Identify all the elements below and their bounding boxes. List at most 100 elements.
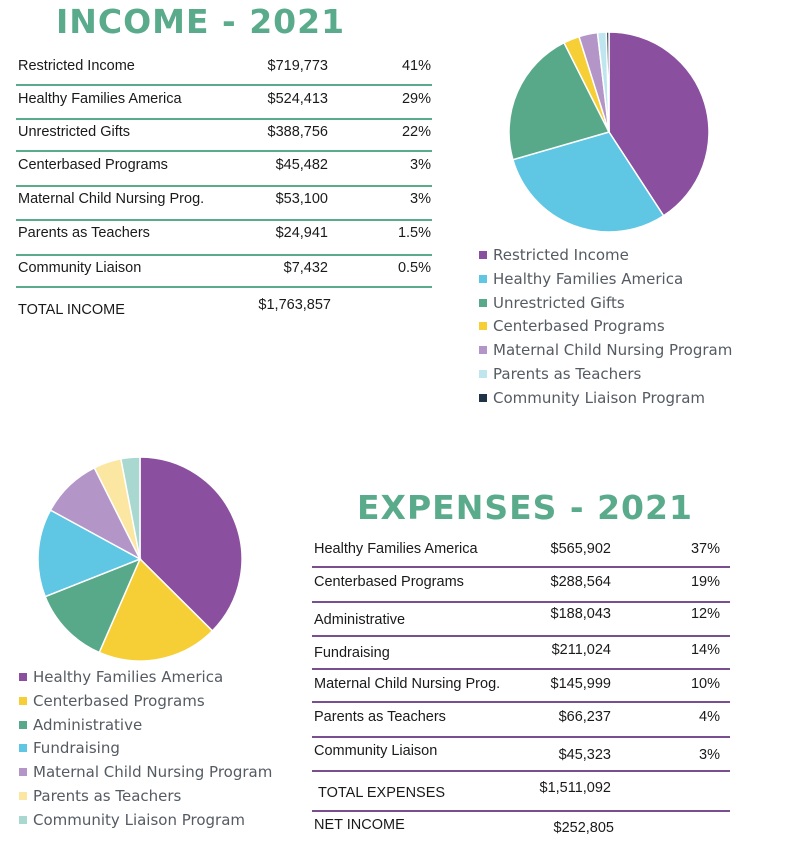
expense-row-amount: $145,999 [550, 676, 611, 692]
expense-legend-label: Maternal Child Nursing Program [33, 763, 273, 782]
expense-row: Healthy Families America $565,902 37% [312, 541, 732, 573]
expense-row-divider [312, 770, 730, 772]
income-row-amount: $7,432 [283, 260, 328, 276]
expenses-pie-chart [37, 456, 243, 662]
expense-row: Maternal Child Nursing Prog. $145,999 10% [312, 676, 732, 708]
expense-legend-item: Healthy Families America [19, 668, 223, 688]
income-row-percent: 22% [401, 124, 431, 140]
income-row: Centerbased Programs $45,482 3% [16, 157, 434, 189]
income-row-divider [16, 254, 432, 256]
income-row-amount: $719,773 [267, 58, 328, 74]
expense-row-divider [312, 635, 730, 637]
income-row-amount: $388,756 [267, 124, 328, 140]
expense-legend-label: Administrative [33, 715, 143, 734]
income-legend-label: Centerbased Programs [493, 317, 665, 336]
income-row-divider [16, 286, 432, 288]
expense-legend-item: Centerbased Programs [19, 692, 205, 712]
expense-row-divider [312, 601, 730, 603]
income-row-percent: 29% [401, 91, 431, 107]
income-pie-slice-community-liaison-program [605, 31, 610, 133]
income-row-label: Centerbased Programs [18, 157, 168, 173]
expense-row-percent: 37% [690, 541, 720, 557]
income-legend-swatch [479, 370, 487, 378]
expense-row-amount: $66,237 [558, 709, 611, 725]
expense-row-amount: $188,043 [550, 606, 611, 622]
income-row-divider [16, 219, 432, 221]
expense-legend-swatch [19, 744, 27, 753]
income-total-label: TOTAL INCOME [18, 302, 125, 318]
expense-row-percent: 14% [690, 642, 720, 658]
expense-row-amount: $45,323 [558, 747, 611, 763]
income-legend-item: Centerbased Programs [479, 317, 665, 337]
expense-legend-item: Community Liaison Program [19, 811, 245, 831]
income-pie-chart [508, 31, 710, 233]
expense-legend-item: Maternal Child Nursing Program [19, 763, 272, 783]
net-income-amount: $252,805 [553, 820, 614, 836]
expense-row-label: Healthy Families America [314, 541, 478, 557]
expense-row-percent: 10% [690, 676, 720, 692]
net-income-row: NET INCOME $252,805 [312, 817, 732, 849]
expense-pie-slice-centerbased-programs [98, 557, 214, 662]
income-row-percent: 0.5% [397, 260, 431, 276]
expense-row-label: Maternal Child Nursing Prog. [314, 676, 501, 692]
income-row-divider [16, 84, 432, 86]
income-row-label: Healthy Families America [18, 91, 182, 107]
expense-row: Centerbased Programs $288,564 19% [312, 574, 732, 606]
income-row-percent: 3% [410, 191, 431, 207]
income-row-label: Maternal Child Nursing Prog. [18, 191, 205, 207]
expense-legend-swatch [19, 768, 27, 777]
expense-row-percent: 3% [699, 747, 720, 763]
expense-row-amount: $565,902 [550, 541, 611, 557]
income-total-row: TOTAL INCOME $1,763,857 [16, 297, 434, 334]
income-legend-item: Unrestricted Gifts [479, 294, 625, 314]
income-legend-item: Healthy Families America [479, 270, 683, 290]
income-row-label: Community Liaison [18, 260, 142, 276]
expense-legend-label: Fundraising [33, 739, 120, 758]
expense-row-percent: 4% [699, 709, 720, 725]
expense-pie-slice-administrative [44, 557, 142, 654]
expense-row-percent: 19% [690, 574, 720, 590]
income-row-divider [16, 150, 432, 152]
expense-row: Community Liaison $45,323 3% [312, 743, 732, 775]
expense-legend-swatch [19, 720, 27, 729]
income-row-amount: $524,413 [267, 91, 328, 107]
income-row: Restricted Income $719,773 41% [16, 58, 434, 90]
income-row-percent: 3% [410, 157, 431, 173]
expense-legend-item: Parents as Teachers [19, 787, 181, 807]
income-pie-slice-healthy-families-america [511, 131, 665, 233]
expenses-title: EXPENSES - 2021 [357, 488, 693, 527]
expense-legend-label: Healthy Families America [33, 668, 224, 686]
income-legend-item: Restricted Income [479, 246, 629, 266]
income-legend-item: Maternal Child Nursing Program [479, 341, 732, 361]
expense-total-row: TOTAL EXPENSES $1,511,092 [312, 780, 732, 816]
income-row-label: Unrestricted Gifts [18, 124, 130, 140]
expense-row-label: Parents as Teachers [314, 709, 446, 725]
income-legend-swatch [479, 298, 487, 307]
income-legend-label: Community Liaison Program [493, 388, 706, 407]
expense-legend-label: Community Liaison Program [33, 810, 246, 829]
expense-total-label: TOTAL EXPENSES [318, 785, 446, 801]
expense-row-divider [312, 668, 730, 670]
expense-legend-swatch [19, 673, 27, 681]
expense-legend-swatch [19, 815, 27, 824]
income-title: INCOME - 2021 [56, 2, 346, 41]
income-legend-label: Unrestricted Gifts [493, 293, 625, 312]
expense-legend-label: Centerbased Programs [33, 691, 205, 710]
expense-total-amount: $1,511,092 [539, 780, 612, 796]
expense-legend-item: Fundraising [19, 739, 120, 759]
income-legend-swatch [479, 274, 487, 283]
income-row: Parents as Teachers $24,941 1.5% [16, 225, 434, 257]
expense-row-divider [312, 566, 730, 568]
income-legend-label: Maternal Child Nursing Program [493, 341, 733, 360]
expense-legend-label: Parents as Teachers [33, 787, 182, 805]
expense-row-label: Fundraising [314, 645, 390, 661]
expense-row-divider [312, 736, 730, 738]
income-row-amount: $45,482 [275, 157, 328, 173]
income-legend-swatch [479, 393, 487, 402]
expense-row-amount: $211,024 [551, 642, 611, 658]
expense-row: Administrative $188,043 12% [312, 606, 732, 644]
expense-row-label: Centerbased Programs [314, 574, 464, 590]
income-row: Healthy Families America $524,413 29% [16, 91, 434, 123]
expense-row-label: Community Liaison [314, 743, 438, 759]
income-legend-item: Parents as Teachers [479, 365, 641, 385]
